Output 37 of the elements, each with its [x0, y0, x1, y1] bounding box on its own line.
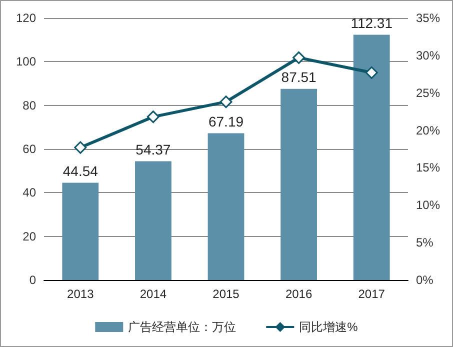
x-tick-label: 2015 — [212, 287, 240, 301]
point — [292, 51, 306, 64]
data-label: 87.51 — [281, 68, 317, 85]
x-tick-label: 2016 — [285, 287, 312, 301]
y2-tick-label: 15% — [416, 160, 440, 175]
x-tick-label: 2013 — [67, 287, 94, 301]
data-label: 44.54 — [62, 162, 98, 179]
bar — [353, 34, 390, 280]
bar — [62, 182, 99, 280]
y-tick-label: 40 — [22, 186, 36, 200]
y-tick-label: 0 — [29, 273, 36, 287]
legend-label: 广告经营单位：万位 — [128, 320, 236, 334]
y-tick-label: 60 — [22, 142, 36, 156]
bar — [280, 88, 317, 280]
point — [146, 110, 160, 124]
y2-tick-label: 0% — [416, 273, 434, 287]
point — [220, 96, 232, 108]
y2-tick-label: 30% — [416, 48, 440, 62]
y2-tick-label: 20% — [416, 123, 440, 138]
bar — [208, 133, 244, 280]
data-label: 67.19 — [208, 113, 244, 130]
y-tick-label: 20 — [22, 229, 36, 244]
bar — [135, 161, 172, 280]
y2-tick-label: 10% — [416, 198, 440, 212]
point — [365, 66, 378, 79]
y-tick-label: 120 — [16, 11, 36, 25]
y2-tick-label: 5% — [416, 236, 434, 250]
x-tick-label: 2017 — [358, 287, 386, 301]
data-label: 112.31 — [350, 14, 393, 31]
y2-tick-label: 25% — [416, 86, 440, 100]
x-tick-label: 2014 — [140, 287, 167, 301]
legend-label: 同比增速% — [299, 320, 358, 334]
y2-tick-label: 35% — [416, 11, 440, 25]
y-tick-label: 100 — [16, 54, 36, 69]
y-tick-label: 80 — [22, 98, 36, 112]
data-label: 54.37 — [136, 141, 171, 158]
point — [74, 141, 87, 154]
